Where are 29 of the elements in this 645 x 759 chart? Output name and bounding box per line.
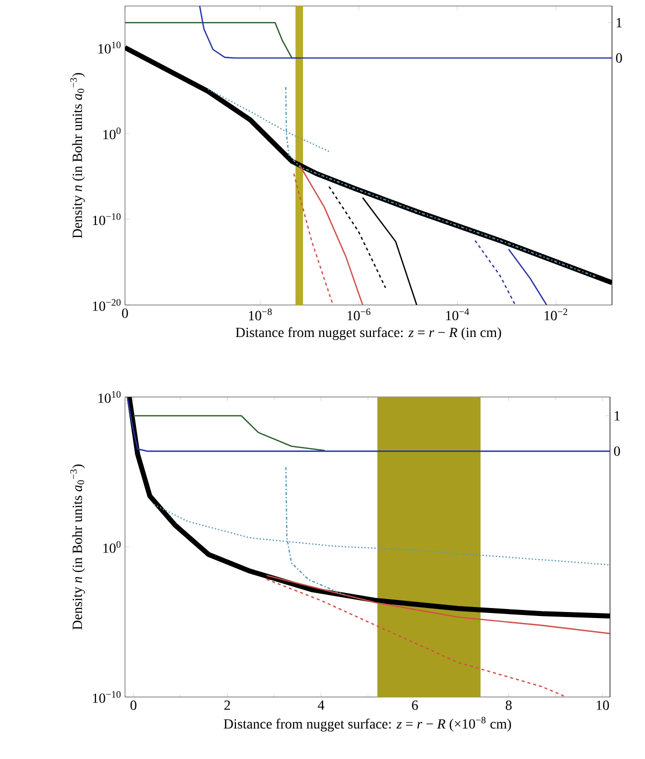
y-tick-label: 10$^{−10}$ <box>92 213 121 226</box>
y-tick-label: 10$^{0}$ <box>103 541 121 553</box>
y-tick-label: 10$^{−10}$ <box>92 691 121 703</box>
text: Distance from nugget surface: z = r − R (×10$^{−8}$ cm) <box>224 716 511 732</box>
y-tick-label: 10$^{10}$ <box>98 391 121 403</box>
x-tick-label: 10$^{−8}$ <box>249 308 272 320</box>
x-tick-label: 10 <box>596 700 609 710</box>
y-tick-label: 10$^{−20}$ <box>92 299 121 311</box>
x-tick-label: 0 <box>122 308 128 318</box>
y2-tick-label: 1 <box>614 411 620 420</box>
x-tick-label: 8 <box>506 700 512 710</box>
x-tick-label: 6 <box>412 700 418 710</box>
x-tick-label: 10$^{−4}$ <box>446 308 470 320</box>
y2-tick-label: 0 <box>614 446 620 456</box>
y-tick-label: 10$^{10}$ <box>98 42 121 54</box>
y-tick-label: 10$^{0}$ <box>103 127 121 140</box>
line-series <box>126 397 610 452</box>
x-tick-label: 0 <box>130 700 136 710</box>
y2-tick-label: 1 <box>616 18 622 28</box>
x-tick-label: 10$^{−2}$ <box>544 308 568 320</box>
line-series <box>132 415 326 452</box>
y-axis-title: Density n (in Bohr units a$_{0}$$^{−3}$) <box>70 464 85 630</box>
x-tick-label: 4 <box>318 700 324 710</box>
x-tick-label: 2 <box>224 700 230 710</box>
x-tick-label: 10$^{−6}$ <box>348 308 370 320</box>
y2-tick-label: 0 <box>616 53 622 63</box>
line-series <box>266 574 610 634</box>
y-axis-title: Density n (in Bohr units a$_{0}$$^{−3}$) <box>70 73 85 238</box>
x-axis-title: Distance from nugget surface: z = r − R (in cm) <box>236 327 502 340</box>
